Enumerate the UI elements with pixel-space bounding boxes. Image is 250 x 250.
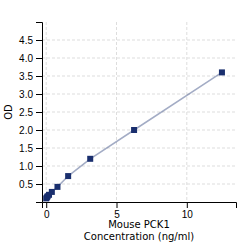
tick-mark: [117, 202, 118, 208]
tick-label: 0: [44, 209, 50, 220]
tick: 1.5: [19, 143, 42, 154]
tick: 0: [44, 202, 50, 220]
chart: 0 5 10 0.5 1.0 1.5 2.0 2.5 3.0 3.5 4.0 4.5 Mouse PCK…: [0, 0, 250, 250]
marker: [131, 127, 137, 133]
x-axis: 0 5 10: [43, 202, 237, 220]
plot: 0 5 10 0.5 1.0 1.5 2.0 2.5 3.0 3.5 4.0 4.5 Mouse PCK…: [3, 22, 237, 242]
axis-line: [43, 203, 237, 209]
tick-mark: [36, 148, 42, 149]
marker: [54, 184, 60, 190]
tick-mark: [36, 76, 42, 77]
tick-label: 2.0: [19, 125, 33, 136]
tick-mark: [36, 130, 42, 131]
x-axis-title: Mouse PCK1Concentration (ng/ml): [84, 219, 194, 242]
y-axis-title: OD: [3, 104, 14, 120]
line: [46, 72, 222, 198]
grid-line: [42, 148, 236, 149]
y-axis: 0.5 1.0 1.5 2.0 2.5 3.0 3.5 4.0 4.5: [19, 23, 42, 203]
grid-line: [42, 166, 236, 167]
tick: 4.5: [19, 35, 42, 46]
tick-label: 0.5: [19, 179, 33, 190]
marker: [87, 156, 93, 162]
tick-mark: [36, 94, 42, 95]
grid-line: [42, 40, 236, 41]
grid-line: [46, 22, 47, 202]
tick-label: 1.5: [19, 143, 33, 154]
tick-label: 3.5: [19, 71, 33, 82]
tick: 10: [182, 202, 194, 220]
tick: 5: [114, 202, 120, 220]
tick: 2.0: [19, 125, 42, 136]
grid: [42, 22, 236, 202]
grid-line: [116, 22, 117, 202]
grid-line: [42, 94, 236, 95]
tick-mark: [187, 202, 188, 208]
marker: [49, 189, 55, 195]
tick-label: 4.0: [19, 53, 33, 64]
marker: [219, 69, 225, 75]
tick-label: 10: [182, 209, 194, 220]
tick: 1.0: [19, 161, 42, 172]
grid-line: [186, 22, 187, 202]
tick: 3.5: [19, 71, 42, 82]
tick: 2.5: [19, 107, 42, 118]
tick-label: 4.5: [19, 35, 33, 46]
grid-line: [42, 184, 236, 185]
tick-label: 1.0: [19, 161, 33, 172]
tick-mark: [46, 202, 47, 208]
axis-line: [36, 23, 43, 203]
tick-mark: [36, 58, 42, 59]
grid-line: [42, 76, 236, 77]
grid-line: [42, 112, 236, 113]
tick-mark: [36, 112, 42, 113]
tick-mark: [36, 40, 42, 41]
marker: [65, 173, 71, 179]
grid-line: [42, 58, 236, 59]
tick: 4.0: [19, 53, 42, 64]
grid-line: [42, 130, 236, 131]
tick: 0.5: [19, 179, 42, 190]
tick: 3.0: [19, 89, 42, 100]
tick-label: 3.0: [19, 89, 33, 100]
tick-mark: [36, 166, 42, 167]
tick-label: 2.5: [19, 107, 33, 118]
marks: [43, 69, 225, 201]
tick-mark: [36, 184, 42, 185]
